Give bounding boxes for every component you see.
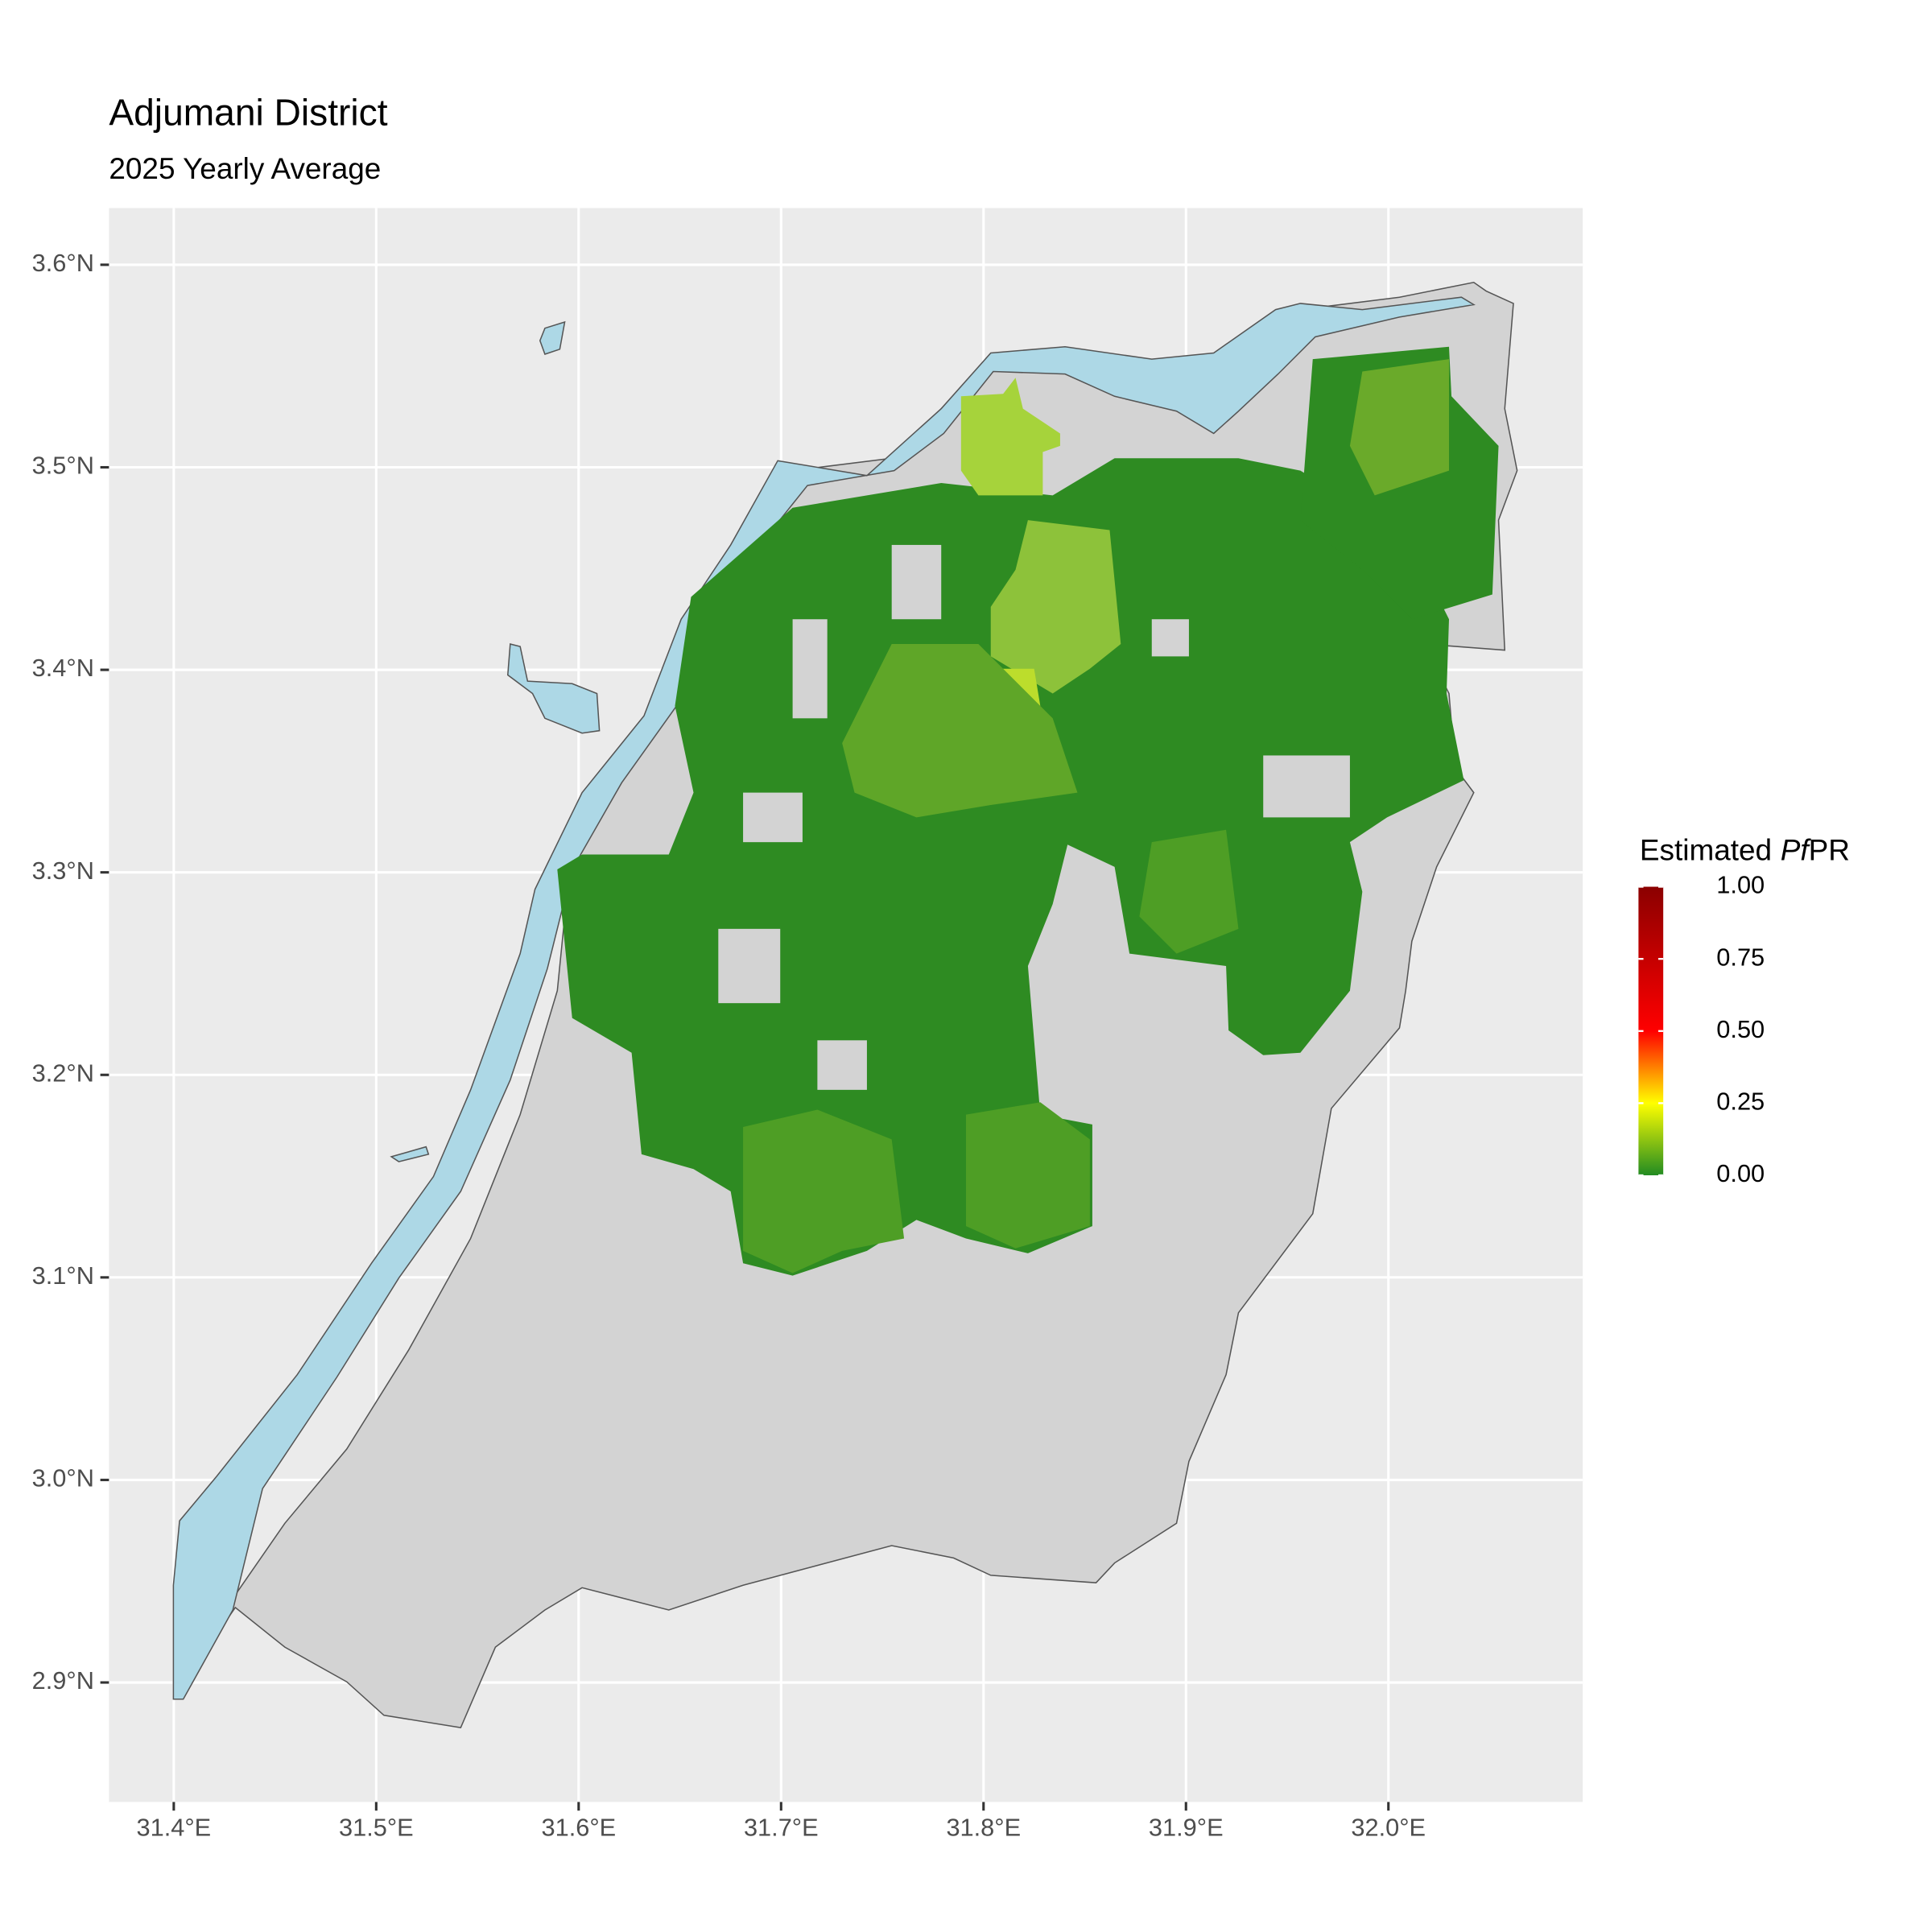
x-tick-label: 31.5°E [339, 1813, 414, 1841]
legend-title-part: Estimated [1640, 833, 1772, 866]
x-tick-label: 32.0°E [1351, 1813, 1426, 1841]
x-tick-label: 31.6°E [541, 1813, 616, 1841]
lake [506, 643, 601, 734]
chart-title: Adjumani District [109, 91, 387, 133]
raster-gap [718, 928, 781, 1004]
pfpr-raster [1139, 829, 1239, 954]
pfpr-raster [966, 1102, 1090, 1249]
pfpr-raster [960, 378, 1060, 496]
x-tick-label: 31.8°E [946, 1813, 1021, 1841]
raster-gap [743, 792, 803, 843]
map [172, 281, 1518, 1729]
legend-label: 0.50 [1716, 1015, 1765, 1043]
raster-gap [1151, 619, 1189, 657]
legend-title-part: PR [1809, 833, 1850, 866]
y-tick-label: 3.5°N [32, 452, 94, 480]
axes: 31.4°E 31.5°E 31.6°E 31.7°E 31.8°E 31.9°E 32.0… [32, 249, 1426, 1841]
legend-label: 0.00 [1716, 1159, 1765, 1187]
x-tick-label: 31.9°E [1149, 1813, 1224, 1841]
y-tick-label: 3.1°N [32, 1261, 94, 1290]
legend-label: 1.00 [1716, 871, 1765, 899]
legend-label: 0.25 [1716, 1088, 1765, 1116]
raster-gap [817, 1040, 867, 1090]
y-tick-label: 3.0°N [32, 1464, 94, 1492]
y-tick-label: 3.6°N [32, 249, 94, 277]
lake [539, 320, 566, 355]
x-tick-label: 31.7°E [744, 1813, 819, 1841]
legend: 0.00 0.25 0.50 0.75 1.00 [1638, 871, 1765, 1187]
x-tick-label: 31.4°E [137, 1813, 212, 1841]
y-tick-label: 3.3°N [32, 857, 94, 885]
pfpr-raster [990, 520, 1121, 694]
chart-subtitle: 2025 Yearly Average [109, 152, 381, 185]
y-tick-label: 3.2°N [32, 1059, 94, 1087]
legend-title-part: Pf [1781, 833, 1812, 866]
pfpr-raster [1349, 359, 1449, 496]
pfpr-raster [557, 458, 1464, 1276]
y-tick-label: 2.9°N [32, 1666, 94, 1695]
legend-label: 0.75 [1716, 943, 1765, 971]
river [172, 296, 1476, 1700]
y-tick-label: 3.4°N [32, 654, 94, 682]
lake [390, 1146, 430, 1162]
raster-gap [792, 619, 828, 719]
raster-gap [1263, 755, 1350, 818]
pfpr-raster [842, 644, 1078, 818]
raster-gap [891, 544, 942, 620]
pfpr-raster [743, 1109, 905, 1274]
legend-title: Estimated PfPR [1640, 833, 1850, 866]
